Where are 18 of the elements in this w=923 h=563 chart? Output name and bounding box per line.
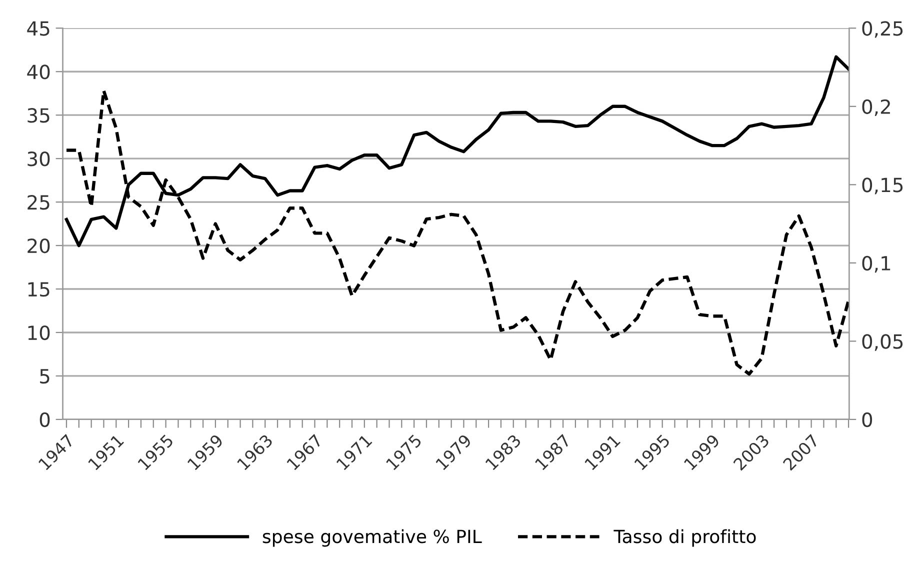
y-tick-label: 15 [28, 282, 50, 297]
y-tick-label: 30 [28, 152, 50, 166]
y2-tick-label: 0,2 [862, 99, 890, 116]
y-tick-label: 5 [40, 369, 50, 384]
y-tick-label: 45 [27, 21, 50, 36]
y2-tick-label: 0,25 [862, 21, 903, 38]
y-tick-label: 20 [28, 238, 50, 254]
y2-tick-label: 0,05 [862, 334, 903, 351]
y-tick-label: 35 [28, 108, 50, 123]
legend-label: spese govemative % PIL [262, 529, 482, 547]
y2-tick-label: 0,15 [862, 178, 903, 194]
y2-tick-label: 0 [862, 412, 872, 428]
y-tick-label: 0 [40, 412, 50, 428]
y-tick-label: 40 [27, 64, 50, 80]
y-tick-label: 25 [28, 195, 50, 210]
legend-label: Tasso di profitto [614, 529, 756, 547]
y-tick-label: 10 [28, 325, 50, 340]
y2-tick-label: 0,1 [862, 256, 890, 273]
